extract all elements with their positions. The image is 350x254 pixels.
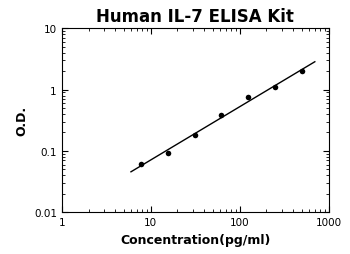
Y-axis label: O.D.: O.D. (15, 106, 28, 136)
Point (138, 162, 144, 166)
Point (245, 96, 251, 100)
Title: Human IL-7 ELISA Kit: Human IL-7 ELISA Kit (96, 8, 294, 26)
Point (219, 114, 224, 118)
X-axis label: Concentration(pg/ml): Concentration(pg/ml) (120, 233, 270, 246)
Point (299, 70, 304, 74)
Point (272, 86, 278, 90)
Point (165, 151, 171, 155)
Point (192, 134, 197, 138)
